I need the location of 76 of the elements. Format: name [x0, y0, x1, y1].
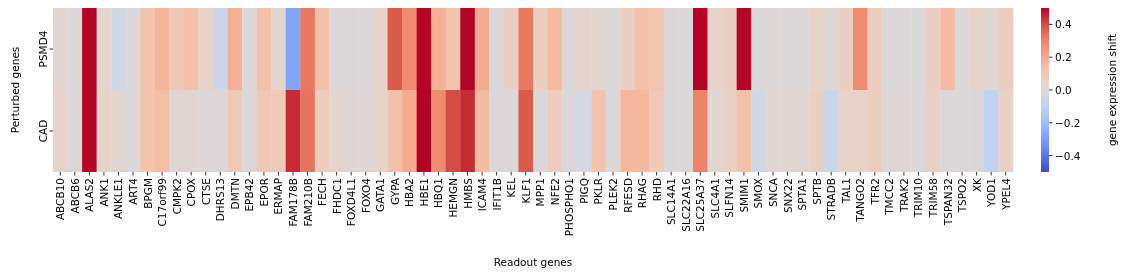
color-bar-label: −0.4 — [1055, 149, 1081, 162]
x-tick-label: MPP1 — [534, 178, 547, 207]
x-tick-label: TRIM58 — [927, 178, 939, 219]
y-tick-label: PSMD4 — [37, 30, 49, 68]
x-tick-label: CPOX — [185, 178, 198, 207]
x-tick-label: HMBS — [461, 177, 474, 209]
color-bar-label: 0.0 — [1055, 84, 1072, 96]
x-tick-label: NFE2 — [548, 178, 561, 206]
x-tick-label: DMTN — [228, 178, 241, 210]
x-tick-label: YPEL4 — [999, 177, 1012, 211]
color-bar-title: gene expression shift — [1106, 33, 1118, 147]
x-tick-label: FOXD4L1 — [345, 178, 358, 227]
x-tick-label: SMIM1 — [737, 178, 750, 213]
x-tick-label: IFIT1B — [490, 178, 503, 211]
x-tick-label: ANKLE1 — [112, 178, 125, 220]
x-tick-label: SLC22A16 — [679, 177, 692, 232]
x-tick-label: TSPAN32 — [941, 178, 954, 227]
x-tick-label: CTSE — [199, 178, 212, 206]
x-tick-label: FOXO4 — [359, 177, 372, 214]
x-tick-label: C17orf99 — [156, 178, 169, 227]
x-tick-label: SLC14A1 — [665, 178, 678, 226]
x-tick-label: STRADB — [825, 178, 838, 221]
x-tick-label: PHOSPHO1 — [563, 178, 576, 237]
x-tick-label: TRIM10 — [912, 178, 925, 219]
x-tick-label: SLFN14 — [723, 177, 736, 218]
x-tick-label: ABCB6 — [68, 177, 81, 214]
x-tick-label: GYPA — [388, 177, 401, 205]
x-tick-label: ALAS2 — [83, 178, 96, 212]
x-tick-label: FHDC1 — [330, 178, 343, 215]
x-tick-label: SNCA — [767, 177, 779, 208]
x-tick-label: HEMGN — [447, 178, 459, 218]
x-tick-label: XK — [970, 176, 983, 193]
x-tick-label: YOD1 — [985, 178, 998, 208]
x-tick-label: SPTB — [810, 178, 823, 205]
x-tick-label: TAL1 — [839, 178, 852, 205]
x-tick-label: RFESD — [621, 178, 634, 213]
x-tick-label: TFR2 — [868, 178, 881, 206]
x-tick-label: ART4 — [127, 177, 139, 205]
x-tick-label: DHRS13 — [214, 178, 227, 222]
x-tick-label: ICAM4 — [476, 177, 489, 212]
x-tick-label: TMCC2 — [883, 178, 896, 216]
x-tick-label: PLEK2 — [607, 178, 619, 211]
x-tick-label: ERMAP — [272, 178, 285, 215]
x-tick-label: CMPK2 — [170, 178, 183, 215]
x-tick-label: TRAK2 — [897, 178, 910, 214]
x-tick-label: KEL — [505, 177, 518, 198]
x-tick-label: GATA1 — [374, 178, 387, 212]
x-tick-label: SMOX — [752, 178, 765, 209]
x-tick-label: SNX22 — [781, 178, 794, 214]
x-tick-label: SLC4A1 — [708, 178, 721, 219]
color-bar-label: −0.2 — [1055, 116, 1081, 129]
x-tick-label: ABCB10 — [54, 178, 67, 221]
x-tick-label: PIGQ — [577, 178, 590, 204]
x-tick-label: HBQ1 — [432, 178, 445, 209]
color-bar-label: 0.4 — [1055, 18, 1073, 31]
color-bar-label: 0.2 — [1055, 51, 1072, 64]
x-tick-label: SPTA1 — [796, 178, 809, 211]
x-tick-label: KLF1 — [519, 178, 532, 204]
x-tick-label: FECH — [316, 178, 329, 206]
x-axis-title: Readout genes — [493, 256, 573, 268]
x-tick-label: TANGO2 — [854, 178, 867, 223]
x-tick-label: SLC25A37 — [694, 178, 707, 232]
x-tick-label: RHAG — [636, 178, 649, 209]
x-tick-label: PKLR — [592, 178, 605, 205]
x-tick-label: EPB42 — [243, 178, 256, 212]
y-axis-title: Perturbed genes — [9, 46, 21, 134]
x-tick-label: EPOR — [257, 178, 270, 207]
x-tick-label: RHD — [650, 178, 663, 202]
x-tick-label: BPGM — [141, 178, 154, 209]
x-tick-label: ANK1 — [97, 178, 110, 207]
x-tick-label: TSPO2 — [956, 178, 969, 214]
y-tick-label: CAD — [37, 119, 49, 143]
x-tick-label: FAM178B — [287, 178, 299, 227]
x-tick-label: HBA2 — [403, 178, 416, 207]
x-tick-label: FAM210B — [301, 178, 314, 227]
x-tick-label: HBE1 — [417, 178, 430, 207]
